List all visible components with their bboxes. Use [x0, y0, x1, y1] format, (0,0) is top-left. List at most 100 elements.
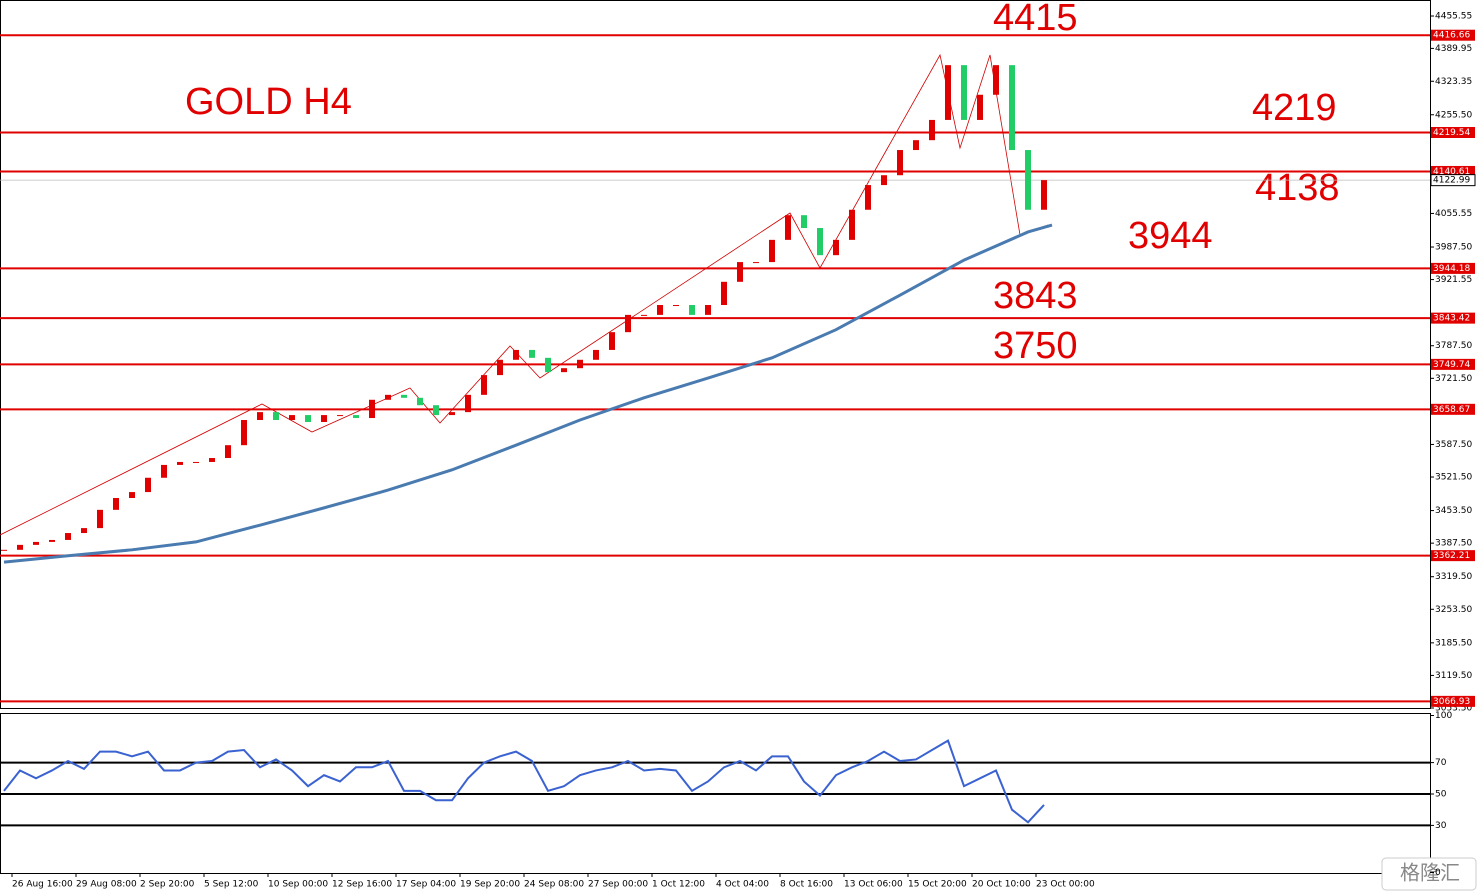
candle [833, 239, 839, 256]
level-label: 3749.74 [1433, 360, 1470, 370]
candle [449, 412, 455, 416]
level-label: 4140.61 [1433, 167, 1470, 177]
x-tick-label: 4 Oct 04:00 [716, 880, 769, 890]
candle [465, 394, 471, 413]
x-tick-label: 15 Oct 20:00 [908, 880, 967, 890]
candle [721, 281, 727, 306]
candle [225, 445, 231, 459]
current-price-label: 4122.99 [1433, 176, 1470, 186]
annotation: 3944 [1128, 215, 1213, 257]
candle [209, 458, 215, 462]
candle [1041, 180, 1047, 210]
x-tick-label: 13 Oct 06:00 [844, 880, 903, 890]
candle [289, 415, 295, 421]
y-tick-label: 3185.50 [1435, 638, 1472, 648]
annotation: 4219 [1252, 87, 1337, 129]
candle [897, 150, 903, 176]
candle [353, 415, 359, 419]
candle [401, 394, 407, 398]
candle [913, 140, 919, 151]
moving-average [3, 223, 1053, 564]
y-tick-label: 3053.50 [1435, 704, 1472, 714]
y-tick-label: 4323.35 [1435, 77, 1472, 87]
candle [81, 528, 87, 534]
chart-title: GOLD H4 [185, 81, 352, 123]
x-tick-label: 10 Sep 00:00 [268, 880, 328, 890]
y-tick-label: 0 [1435, 868, 1441, 878]
candle [241, 420, 247, 446]
candle [33, 541, 39, 545]
candle [481, 375, 487, 395]
candle [129, 492, 135, 498]
candle [673, 305, 679, 307]
candle [161, 464, 167, 478]
candle [337, 415, 343, 417]
candle [1, 549, 7, 551]
candle [1009, 65, 1015, 151]
y-tick-label: 50 [1435, 790, 1447, 800]
y-tick-label: 4389.95 [1435, 44, 1472, 54]
y-tick-label: 30 [1435, 821, 1447, 831]
candle [705, 305, 711, 315]
level-box [1431, 126, 1475, 138]
candle [945, 65, 951, 120]
level-label: 3658.67 [1433, 405, 1470, 415]
candle [257, 412, 263, 421]
candle [577, 359, 583, 369]
candle [881, 175, 887, 186]
y-tick-label: 3319.50 [1435, 572, 1472, 582]
zigzag-trendline [0, 53, 1049, 536]
candle [929, 119, 935, 141]
level-box [1431, 550, 1475, 562]
main-frame [0, 0, 1431, 709]
y-tick-label: 3119.50 [1435, 671, 1472, 681]
level-box [1431, 312, 1475, 324]
y-tick-label: 3387.50 [1435, 539, 1472, 549]
rsi-line [3, 739, 1045, 824]
candle [1025, 150, 1031, 210]
x-tick-label: 19 Sep 20:00 [460, 880, 520, 890]
candle [545, 357, 551, 373]
x-tick-label: 2 Sep 20:00 [140, 880, 195, 890]
candle [529, 349, 535, 358]
candle [769, 239, 775, 263]
candle [305, 415, 311, 422]
level-label: 3362.21 [1433, 551, 1470, 561]
level-label: 4416.66 [1433, 31, 1470, 41]
y-tick-label: 3921.55 [1435, 275, 1472, 285]
candle [497, 359, 503, 376]
candle [593, 349, 599, 360]
candle [113, 497, 119, 510]
y-tick-label: 3587.50 [1435, 440, 1472, 450]
candle [417, 397, 423, 406]
annotation: 3843 [993, 275, 1078, 317]
candle [193, 461, 199, 463]
watermark-box [1381, 857, 1477, 891]
level-label: 3066.93 [1433, 697, 1470, 707]
candle [321, 415, 327, 422]
x-tick-label: 24 Sep 08:00 [524, 880, 584, 890]
candle [433, 405, 439, 416]
candle [657, 305, 663, 315]
x-tick-label: 8 Oct 16:00 [780, 880, 833, 890]
candle [385, 394, 391, 400]
candle [993, 65, 999, 95]
x-tick-label: 5 Sep 12:00 [204, 880, 259, 890]
x-tick-label: 12 Sep 16:00 [332, 880, 392, 890]
candle [49, 539, 55, 542]
candle [65, 533, 71, 540]
candle [801, 215, 807, 229]
y-tick-label: 3253.50 [1435, 605, 1472, 615]
candle [641, 314, 647, 316]
candle [849, 209, 855, 240]
x-tick-label: 27 Sep 00:00 [588, 880, 648, 890]
candle [369, 399, 375, 419]
x-tick-label: 17 Sep 04:00 [396, 880, 456, 890]
candle [625, 314, 631, 333]
y-tick-label: 3987.50 [1435, 243, 1472, 253]
candle [977, 94, 983, 120]
level-label: 3944.18 [1433, 264, 1470, 274]
candle [513, 349, 519, 360]
level-label: 3843.42 [1433, 314, 1470, 324]
